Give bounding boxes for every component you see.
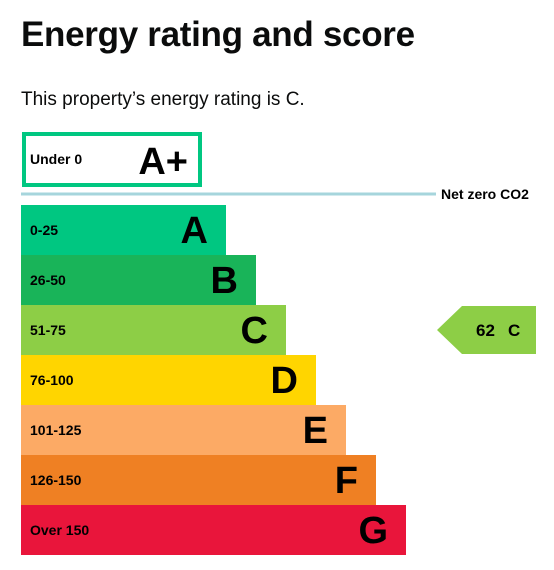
net-zero-label: Net zero CO2 xyxy=(441,186,529,202)
band-d-range: 76-100 xyxy=(30,372,74,388)
band-g-letter: G xyxy=(358,510,388,552)
band-g-bar xyxy=(21,505,406,555)
band-b-letter: B xyxy=(211,260,238,302)
current-rating-arrow xyxy=(437,306,536,354)
band-e-bar xyxy=(21,405,346,455)
band-g-range: Over 150 xyxy=(30,522,89,538)
band-a-bar xyxy=(21,205,226,255)
band-d-bar xyxy=(21,355,316,405)
band-f-letter: F xyxy=(335,460,358,502)
current-rating-score: 62 xyxy=(476,321,495,340)
band-d-letter: D xyxy=(271,360,298,402)
band-aplus-letter: A+ xyxy=(138,141,188,183)
band-b-bar xyxy=(21,255,256,305)
band-a-letter: A xyxy=(181,210,208,252)
band-e-range: 101-125 xyxy=(30,422,82,438)
band-c-range: 51-75 xyxy=(30,322,66,338)
band-a-range: 0-25 xyxy=(30,222,58,238)
band-f-bar xyxy=(21,455,376,505)
band-f-range: 126-150 xyxy=(30,472,82,488)
band-aplus-range: Under 0 xyxy=(30,151,82,167)
rating-summary: This property’s energy rating is C. xyxy=(21,89,305,110)
band-c-bar xyxy=(21,305,286,355)
band-e-letter: E xyxy=(303,410,328,452)
page-title: Energy rating and score xyxy=(21,15,415,54)
band-b-range: 26-50 xyxy=(30,272,66,288)
band-c-letter: C xyxy=(241,310,268,352)
band-aplus-box xyxy=(22,132,202,187)
current-rating-letter: C xyxy=(508,321,520,340)
